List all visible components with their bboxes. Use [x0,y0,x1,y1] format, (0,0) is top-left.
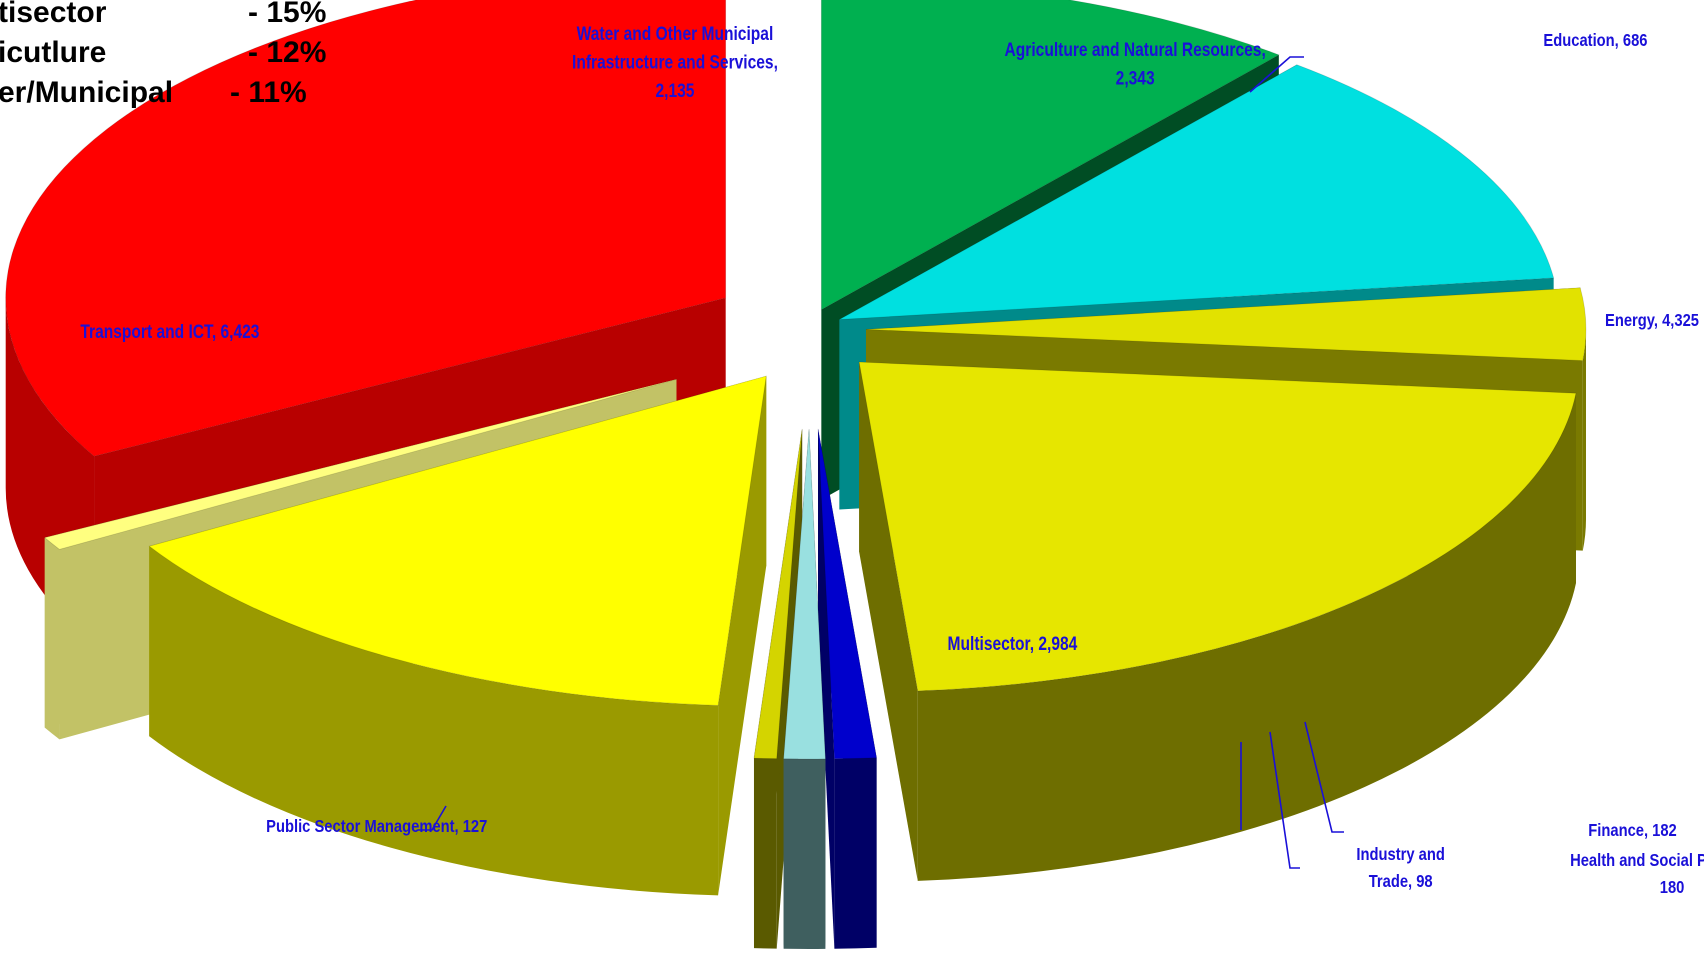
legend-pct: - 15% [248,0,327,29]
data-label-education: Education, 686 [1543,31,1647,51]
legend-pct: - 12% [248,36,327,69]
slice-top [817,428,878,760]
legend-item-multisector: tisector - 15% [0,0,326,30]
leader-line-health-and-social-protection [1269,731,1300,869]
slice-top [820,0,1280,311]
data-label-multisector: Multisector, 2,984 [948,633,1078,655]
leader-line-public-sector-management [418,805,447,831]
legend-pct: - 11% [230,76,307,109]
slice-industry-and-trade [753,428,803,949]
slice-top [753,428,803,760]
legend-name: tisector [0,0,107,29]
leader-line-education [1249,56,1304,93]
legend-item-agriculture: icutlure - 12% [0,36,326,70]
data-label-energy: Energy, 4,325 [1605,311,1699,331]
slice-rim [149,546,719,896]
data-label-transport-and-ict: Transport and ICT, 6,423 [80,321,259,343]
slice-top [43,378,677,550]
slice-rim [783,758,826,949]
slice-energy [858,361,1577,881]
slice-rim [1582,329,1586,551]
slice-multisector [148,375,767,896]
data-label-industry-and-trade: Industry and Trade, 98 [1356,845,1444,892]
slice-top [839,64,1555,320]
slice-top [148,375,767,706]
data-label-agriculture-and-natural-resources: Agriculture and Natural Resources, 2,343 [1005,39,1266,89]
slice-top [783,428,826,760]
slice-rim [834,757,877,949]
legend-item-water-municipal: er/Municipal - 11% [0,76,307,110]
slice-finance [817,428,878,949]
slice-top [5,0,727,457]
legend-name: icutlure [0,36,107,69]
slice-wall [859,362,918,881]
data-label-health-and-social-protection: Health and Social Protection,180 [1570,851,1704,898]
data-label-finance: Finance, 182 [1588,821,1676,841]
slice-rim [917,393,1576,881]
slice-health-and-social-protection [783,428,826,949]
slice-top [865,287,1587,361]
leader-line-finance [1304,721,1344,833]
data-label-water-and-other-municipal-infrastructure-and-services: Water and Other Municipal Infrastructure … [572,23,778,102]
slice-wall [818,428,835,949]
data-label-public-sector-management: Public Sector Management, 127 [266,817,487,837]
slice-rim [753,758,777,949]
legend-name: er/Municipal [0,76,174,109]
slice-top [858,361,1577,692]
slice-rim [44,537,60,740]
